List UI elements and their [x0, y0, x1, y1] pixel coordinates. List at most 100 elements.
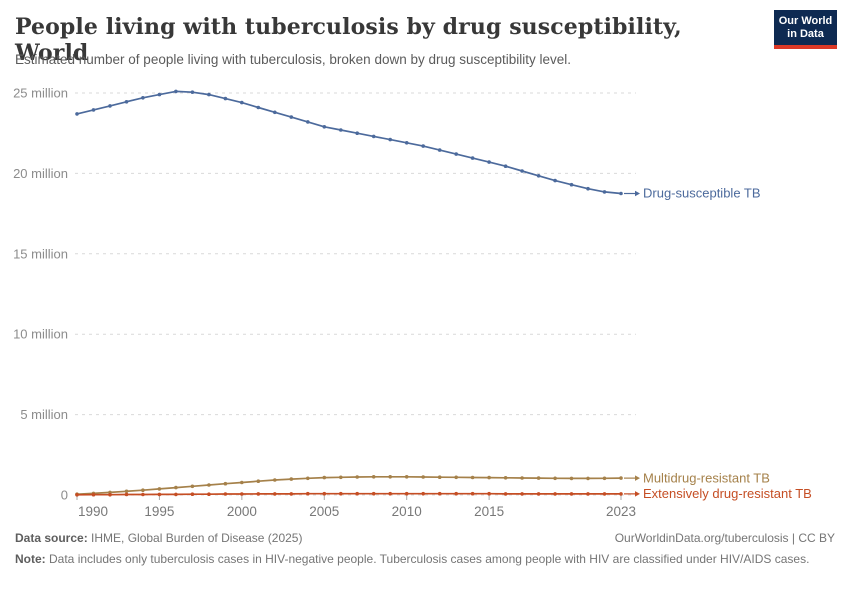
data-point[interactable] [207, 483, 211, 487]
data-point[interactable] [190, 484, 195, 489]
data-point[interactable] [91, 108, 96, 112]
data-point[interactable] [190, 90, 195, 94]
data-point[interactable] [520, 169, 524, 173]
series-line[interactable] [76, 475, 622, 496]
data-point[interactable] [256, 492, 261, 496]
data-point[interactable] [437, 475, 442, 480]
data-point[interactable] [240, 492, 244, 496]
data-point[interactable] [487, 475, 491, 480]
data-point[interactable] [569, 182, 574, 187]
series-drug-susceptible-tb[interactable]: Drug-susceptible TB [75, 89, 761, 201]
data-point[interactable] [454, 491, 459, 496]
data-point[interactable] [108, 492, 112, 497]
series-line[interactable] [76, 492, 621, 496]
data-point[interactable] [157, 487, 162, 491]
data-point[interactable] [520, 492, 524, 496]
data-point[interactable] [289, 492, 294, 496]
series-end-label[interactable]: Extensively drug-resistant TB [643, 486, 812, 501]
data-point[interactable] [256, 479, 261, 484]
data-point[interactable] [553, 492, 557, 496]
data-point[interactable] [454, 152, 459, 156]
data-point[interactable] [520, 476, 524, 480]
data-point[interactable] [124, 492, 129, 497]
data-point[interactable] [487, 491, 491, 496]
data-point[interactable] [75, 112, 79, 116]
data-point[interactable] [536, 174, 541, 178]
data-point[interactable] [388, 475, 393, 479]
data-point[interactable] [421, 144, 426, 148]
data-point[interactable] [174, 492, 178, 497]
data-point[interactable] [470, 491, 475, 496]
data-point[interactable] [223, 481, 228, 486]
data-point[interactable] [388, 491, 393, 496]
data-point[interactable] [421, 475, 426, 479]
data-point[interactable] [437, 491, 442, 496]
data-point[interactable] [322, 475, 327, 480]
series-line[interactable] [76, 90, 622, 195]
data-point[interactable] [602, 476, 607, 481]
data-point[interactable] [174, 89, 178, 94]
data-point[interactable] [339, 475, 343, 480]
data-point[interactable] [536, 476, 541, 480]
data-point[interactable] [586, 492, 590, 496]
data-point[interactable] [602, 190, 607, 194]
data-point[interactable] [190, 492, 195, 497]
data-point[interactable] [223, 96, 228, 101]
data-point[interactable] [503, 492, 508, 496]
data-point[interactable] [75, 493, 79, 497]
data-point[interactable] [569, 476, 574, 481]
data-point[interactable] [586, 186, 590, 191]
data-point[interactable] [273, 110, 277, 115]
data-point[interactable] [619, 476, 623, 480]
data-point[interactable] [503, 476, 508, 480]
data-point[interactable] [371, 134, 376, 139]
data-point[interactable] [371, 475, 376, 479]
data-point[interactable] [404, 491, 409, 496]
data-point[interactable] [355, 131, 360, 135]
data-point[interactable] [322, 125, 327, 129]
data-point[interactable] [553, 476, 557, 481]
data-point[interactable] [404, 475, 409, 479]
data-point[interactable] [157, 492, 162, 497]
series-multidrug-resistant-tb[interactable]: Multidrug-resistant TB [75, 470, 770, 497]
data-point[interactable] [437, 148, 442, 152]
data-point[interactable] [240, 480, 244, 485]
data-point[interactable] [339, 128, 343, 132]
data-point[interactable] [141, 492, 145, 497]
data-point[interactable] [108, 104, 112, 108]
data-point[interactable] [207, 92, 211, 97]
data-point[interactable] [306, 491, 310, 496]
data-point[interactable] [487, 160, 491, 164]
data-point[interactable] [339, 491, 343, 496]
data-point[interactable] [388, 137, 393, 142]
data-point[interactable] [421, 491, 426, 496]
data-point[interactable] [553, 178, 557, 183]
data-point[interactable] [470, 475, 475, 480]
data-point[interactable] [602, 492, 607, 496]
data-point[interactable] [91, 492, 96, 497]
data-point[interactable] [569, 492, 574, 496]
data-point[interactable] [536, 492, 541, 496]
data-point[interactable] [289, 115, 294, 119]
data-point[interactable] [256, 105, 261, 110]
data-point[interactable] [355, 475, 360, 479]
data-point[interactable] [174, 485, 178, 490]
data-point[interactable] [273, 478, 277, 482]
data-point[interactable] [289, 477, 294, 481]
data-point[interactable] [223, 492, 228, 496]
data-point[interactable] [322, 491, 327, 496]
series-extensively-drug-resistant-tb[interactable]: Extensively drug-resistant TB [75, 486, 812, 501]
data-point[interactable] [306, 120, 310, 124]
data-point[interactable] [371, 491, 376, 496]
data-point[interactable] [141, 96, 145, 100]
data-point[interactable] [503, 164, 508, 168]
data-point[interactable] [586, 476, 590, 481]
data-point[interactable] [355, 491, 360, 496]
data-point[interactable] [454, 475, 459, 480]
data-point[interactable] [619, 191, 623, 196]
series-end-label[interactable]: Drug-susceptible TB [643, 186, 761, 201]
data-point[interactable] [157, 92, 162, 97]
data-point[interactable] [306, 476, 310, 481]
data-point[interactable] [240, 100, 244, 105]
data-point[interactable] [470, 156, 475, 160]
